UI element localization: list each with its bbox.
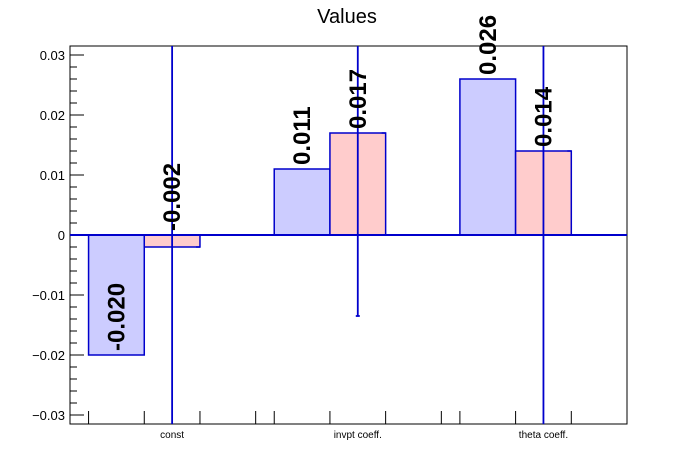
data-label: 0.026 (475, 15, 502, 75)
category-label: const (160, 430, 184, 441)
data-label: -0.020 (103, 283, 130, 351)
y-tick-label: −0.01 (32, 288, 65, 303)
data-labels: -0.020 0.011 0.026 -0.002 0.017 0.014 (103, 15, 557, 351)
y-tick-label: 0.01 (40, 168, 65, 183)
bars (87, 78, 573, 356)
data-label: -0.002 (159, 163, 186, 231)
y-tick-label: 0.03 (40, 48, 65, 63)
y-axis-ticks: −0.03 −0.02 −0.01 0 0.01 0.02 0.03 (32, 48, 84, 423)
bar (459, 78, 517, 236)
y-tick-label: −0.02 (32, 348, 65, 363)
x-axis-ticks (88, 411, 572, 424)
error-bars (171, 46, 572, 424)
chart-title: Values (317, 6, 377, 28)
bar (273, 168, 331, 236)
category-labels: const invpt coeff. theta coeff. (160, 430, 568, 441)
data-label: 0.017 (345, 69, 372, 129)
data-label: 0.014 (530, 86, 557, 147)
category-label: theta coeff. (519, 430, 568, 441)
category-label: invpt coeff. (334, 430, 382, 441)
y-tick-label: −0.03 (32, 408, 65, 423)
data-label: 0.011 (289, 106, 316, 165)
y-tick-label: 0.02 (40, 108, 65, 123)
y-tick-label: 0 (58, 228, 65, 243)
